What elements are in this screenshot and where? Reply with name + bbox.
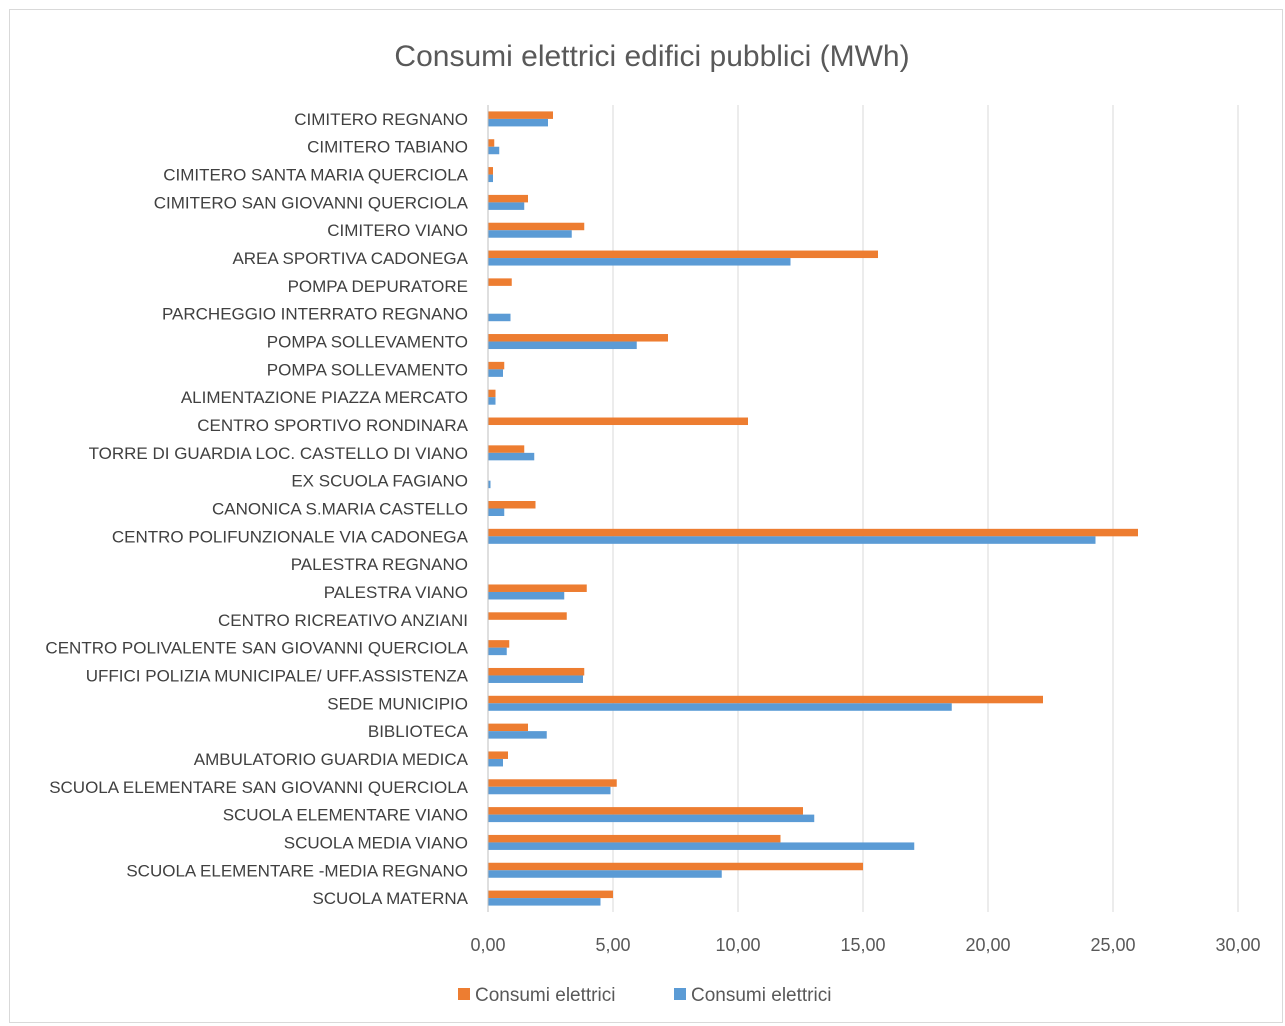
category-label: PALESTRA VIANO <box>324 583 468 602</box>
x-tick-label: 20,00 <box>965 935 1010 955</box>
bar-series-2 <box>488 174 493 183</box>
bar-series-2 <box>488 313 511 322</box>
category-label: UFFICI POLIZIA MUNICIPALE/ UFF.ASSISTENZ… <box>86 666 469 685</box>
bar-series-2 <box>488 118 548 127</box>
bar-series-1 <box>488 361 505 370</box>
bar-series-2 <box>488 230 572 238</box>
bar-series-2 <box>488 814 815 823</box>
category-label: CENTRO POLIVALENTE SAN GIOVANNI QUERCIOL… <box>45 639 468 658</box>
legend: Consumi elettrici Consumi elettrici <box>458 985 831 1006</box>
bar-series-2 <box>488 369 503 377</box>
category-label: SCUOLA ELEMENTARE SAN GIOVANNI QUERCIOLA <box>49 778 468 797</box>
category-label: AMBULATORIO GUARDIA MEDICA <box>194 750 469 769</box>
bar-series-2 <box>488 731 547 739</box>
category-label: PALESTRA REGNANO <box>291 555 468 574</box>
category-label: AREA SPORTIVA CADONEGA <box>232 249 468 268</box>
bars <box>488 111 1138 906</box>
bar-series-2 <box>488 397 496 405</box>
bar-series-1 <box>488 194 528 203</box>
x-tick-labels: 0,00 5,00 10,00 15,00 20,00 25,00 30,00 <box>470 935 1260 955</box>
category-label: CENTRO RICREATIVO ANZIANI <box>218 611 468 630</box>
category-label: CIMITERO SAN GIOVANNI QUERCIOLA <box>154 193 469 212</box>
category-label: SEDE MUNICIPIO <box>327 694 468 713</box>
bar-series-1 <box>488 334 668 342</box>
category-label: CIMITERO VIANO <box>327 221 468 240</box>
category-label: CANONICA S.MARIA CASTELLO <box>212 500 468 519</box>
bar-series-2 <box>488 258 791 266</box>
x-tick-label: 10,00 <box>715 935 760 955</box>
bar-series-2 <box>488 647 507 656</box>
category-label: CIMITERO REGNANO <box>294 110 468 129</box>
bar-series-1 <box>488 445 525 453</box>
bar-series-1 <box>488 501 536 509</box>
category-label: CIMITERO TABIANO <box>307 138 468 157</box>
category-label: CENTRO SPORTIVO RONDINARA <box>197 416 468 435</box>
bar-series-2 <box>488 842 915 850</box>
category-label: SCUOLA ELEMENTARE VIANO <box>223 806 468 825</box>
bar-series-1 <box>488 890 613 899</box>
bar-series-1 <box>488 779 617 787</box>
bar-series-2 <box>488 341 637 350</box>
bar-series-2 <box>488 536 1096 544</box>
bar-series-2 <box>488 480 491 489</box>
bar-series-1 <box>488 862 863 871</box>
category-label: CENTRO POLIFUNZIONALE VIA CADONEGA <box>112 527 469 546</box>
category-label: PARCHEGGIO INTERRATO REGNANO <box>162 305 468 324</box>
x-tick-label: 15,00 <box>840 935 885 955</box>
legend-label: Consumi elettrici <box>691 985 831 1006</box>
bar-series-1 <box>488 807 803 815</box>
category-label: BIBLIOTECA <box>368 722 469 741</box>
bar-series-1 <box>488 278 512 286</box>
category-label: EX SCUOLA FAGIANO <box>291 472 468 491</box>
legend-swatch <box>458 988 470 1000</box>
x-tick-label: 0,00 <box>470 935 505 955</box>
bar-series-1 <box>488 167 493 175</box>
bar-series-1 <box>488 584 587 592</box>
bar-series-1 <box>488 111 553 119</box>
bar-series-1 <box>488 250 878 259</box>
category-label: CIMITERO SANTA MARIA QUERCIOLA <box>163 166 468 185</box>
bar-series-2 <box>488 870 722 878</box>
bar-series-2 <box>488 675 583 683</box>
category-label: TORRE DI GUARDIA LOC. CASTELLO DI VIANO <box>89 444 468 463</box>
bar-series-1 <box>488 751 508 759</box>
category-labels: CIMITERO REGNANO CIMITERO TABIANO CIMITERO… <box>45 110 468 908</box>
bar-series-1 <box>488 612 567 620</box>
chart-area <box>9 9 1283 1023</box>
bar-series-2 <box>488 452 535 461</box>
bar-series-1 <box>488 640 510 648</box>
category-label: POMPA SOLLEVAMENTO <box>267 360 468 379</box>
legend-label: Consumi elettrici <box>475 985 615 1006</box>
x-tick-label: 5,00 <box>595 935 630 955</box>
bar-series-2 <box>488 146 500 155</box>
bar-series-1 <box>488 222 585 231</box>
bar-series-1 <box>488 139 495 147</box>
gridlines <box>612 105 1239 912</box>
category-label: SCUOLA MEDIA VIANO <box>284 833 468 852</box>
chart-title: Consumi elettrici edifici pubblici (MWh) <box>394 40 909 73</box>
x-tick-label: 30,00 <box>1215 935 1260 955</box>
bar-series-1 <box>488 417 748 426</box>
bar-series-2 <box>488 786 611 795</box>
bar-series-1 <box>488 834 781 843</box>
bar-series-2 <box>488 898 601 906</box>
x-tick-label: 25,00 <box>1090 935 1135 955</box>
bar-series-1 <box>488 695 1043 704</box>
category-label: POMPA DEPURATORE <box>288 277 468 296</box>
category-label: POMPA SOLLEVAMENTO <box>267 333 468 352</box>
bar-series-1 <box>488 528 1138 537</box>
category-label: ALIMENTAZIONE PIAZZA MERCATO <box>181 388 468 407</box>
bar-series-2 <box>488 202 525 210</box>
bar-series-2 <box>488 508 505 516</box>
bar-series-1 <box>488 389 496 398</box>
bar-series-1 <box>488 723 528 732</box>
category-label: SCUOLA MATERNA <box>312 889 468 908</box>
legend-swatch <box>674 988 686 1000</box>
category-label: SCUOLA ELEMENTARE -MEDIA REGNANO <box>126 861 468 880</box>
bar-series-2 <box>488 703 952 711</box>
bar-series-2 <box>488 758 503 767</box>
bar-series-1 <box>488 667 585 676</box>
bar-series-2 <box>488 591 565 600</box>
